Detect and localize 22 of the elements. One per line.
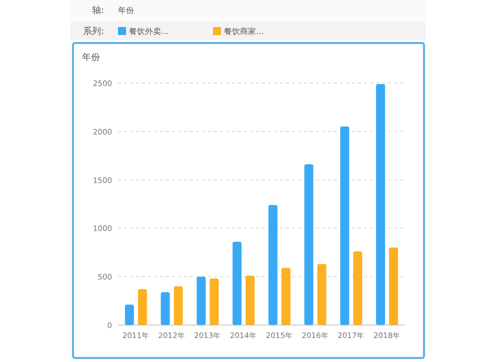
bar bbox=[317, 264, 326, 325]
bar bbox=[246, 276, 255, 325]
bar bbox=[389, 248, 398, 325]
bar bbox=[138, 289, 147, 325]
bar bbox=[353, 251, 362, 325]
bar bbox=[304, 164, 314, 325]
bar bbox=[232, 242, 242, 325]
bar bbox=[376, 84, 386, 325]
bar bbox=[160, 292, 170, 325]
bar bbox=[281, 268, 290, 325]
bar bbox=[340, 126, 350, 325]
bar bbox=[210, 278, 219, 325]
bar bbox=[174, 286, 183, 325]
bar bbox=[124, 304, 134, 325]
legend-label: 餐饮商家... bbox=[224, 27, 264, 36]
text: 年份 bbox=[118, 6, 134, 15]
text: 系列: bbox=[82, 26, 104, 37]
bar bbox=[268, 204, 278, 325]
bar bbox=[196, 276, 206, 325]
text: 轴: bbox=[92, 5, 104, 16]
legend-label: 餐饮外卖... bbox=[129, 27, 169, 36]
chart-title: 年份 bbox=[82, 52, 100, 63]
